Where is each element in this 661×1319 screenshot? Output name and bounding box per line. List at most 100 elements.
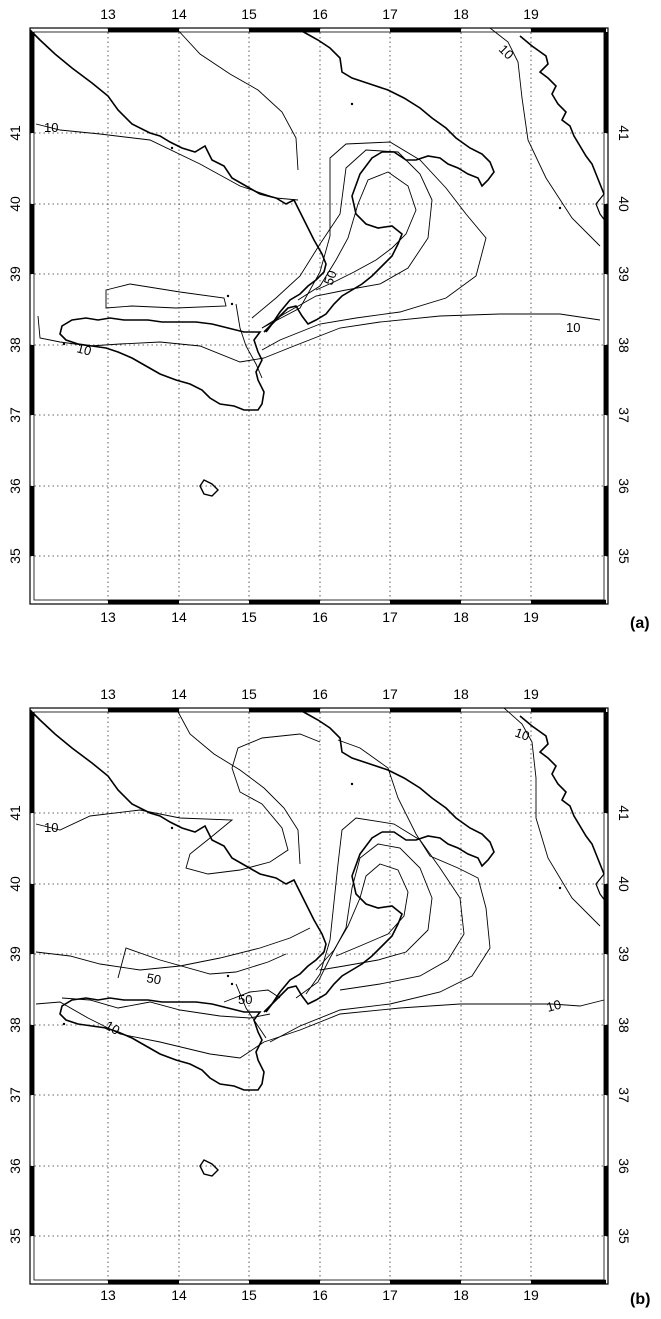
contour-10-south: [263, 999, 605, 1043]
lon-label: 13: [100, 6, 116, 22]
graticule: [29, 27, 609, 605]
lon-label: 13: [100, 609, 116, 625]
lat-label: 36: [616, 1158, 632, 1174]
contour-50-outer: [261, 141, 487, 351]
contour-10-south: [263, 313, 601, 359]
lat-label: 37: [616, 407, 632, 423]
contour-label-50: 50: [321, 268, 340, 287]
lon-labels-top: 13 14 15 16 17 18 19: [100, 686, 539, 702]
contour-10-ne: [503, 707, 601, 927]
panel-a: 10 10 10 10 50 13 14 15 16 17 18 19 13 1…: [7, 6, 650, 632]
contour-label-50-c: 50: [238, 992, 252, 1007]
lon-label: 13: [100, 686, 116, 702]
contour-50-center: [223, 989, 281, 1003]
lon-label: 17: [382, 609, 398, 625]
lat-label: 35: [7, 548, 23, 564]
lon-label: 18: [453, 6, 469, 22]
lat-label: 40: [616, 876, 632, 892]
contour-50-mid: [251, 149, 433, 329]
lat-labels-left: 41 40 39 38 37 36 35: [7, 125, 23, 564]
lat-label: 39: [7, 266, 23, 282]
lon-label: 15: [241, 609, 257, 625]
coastline: [29, 29, 607, 497]
lon-label: 17: [382, 686, 398, 702]
map-frame: [30, 708, 608, 1284]
lon-labels-top: 13 14 15 16 17 18 19: [100, 6, 539, 22]
contour-10-sicily: [37, 315, 265, 363]
contour-label-10-ne: 10: [513, 725, 532, 744]
lat-labels-right: 41 40 39 38 37 36 35: [616, 805, 632, 1244]
contour-labels: 10 10 10 10 50: [44, 42, 580, 359]
contour-lines: [35, 27, 601, 379]
lat-label: 40: [7, 196, 23, 212]
contour-10-sicily: [35, 1001, 265, 1059]
contour-sicily-strip: [117, 947, 287, 979]
contour-10-peninsula: [175, 707, 301, 865]
lat-label: 39: [7, 946, 23, 962]
lat-label: 41: [7, 125, 23, 141]
lon-label: 14: [171, 609, 187, 625]
lon-label: 18: [453, 609, 469, 625]
contour-10-ne: [489, 27, 601, 247]
panel-b: 10 10 10 10 50 50 13 14 15 16 17 18 19 1…: [7, 686, 650, 1308]
lon-label: 16: [312, 6, 328, 22]
contour-10-west: [35, 123, 299, 201]
lon-label: 17: [382, 1287, 398, 1303]
contour-50-inner: [297, 171, 417, 301]
lon-label: 16: [312, 1287, 328, 1303]
lat-label: 40: [7, 876, 23, 892]
lon-label: 18: [453, 686, 469, 702]
panel-label-a: (a): [630, 615, 650, 632]
contour-label-10-sw: 10: [75, 340, 93, 358]
lat-label: 38: [616, 337, 632, 353]
graticule: [29, 707, 609, 1285]
lon-label: 17: [382, 6, 398, 22]
contour-label-10-nw: 10: [44, 820, 58, 835]
lon-label: 14: [171, 6, 187, 22]
lat-label: 40: [616, 196, 632, 212]
lat-label: 36: [7, 478, 23, 494]
lon-label: 19: [523, 1287, 539, 1303]
contour-label-10-sw: 10: [103, 1018, 123, 1038]
panel-label-b: (b): [630, 1291, 650, 1308]
lat-label: 39: [616, 266, 632, 282]
lat-label: 41: [7, 805, 23, 821]
contour-sicily-strip: [105, 283, 227, 309]
lon-label: 15: [241, 6, 257, 22]
lon-label: 15: [241, 1287, 257, 1303]
lat-label: 35: [616, 548, 632, 564]
lat-label: 39: [616, 946, 632, 962]
contour-label-10-ne: 10: [496, 42, 517, 63]
lon-label: 16: [312, 609, 328, 625]
contour-labels: 10 10 10 10 50 50: [44, 725, 563, 1038]
contour-sicily-east: [235, 303, 263, 379]
lat-label: 35: [7, 1228, 23, 1244]
lon-label: 14: [171, 686, 187, 702]
lon-label: 19: [523, 6, 539, 22]
lat-label: 35: [616, 1228, 632, 1244]
contour-50-inner: [315, 863, 409, 971]
lon-label: 14: [171, 1287, 187, 1303]
lat-label: 36: [7, 1158, 23, 1174]
lon-label: 19: [523, 686, 539, 702]
lat-label: 41: [616, 125, 632, 141]
contour-label-10-nw: 10: [44, 120, 58, 135]
lon-labels-bottom: 13 14 15 16 17 18 19: [100, 609, 539, 625]
lon-label: 16: [312, 686, 328, 702]
contour-label-10-e: 10: [545, 997, 563, 1015]
contour-label-50-w: 50: [145, 970, 162, 987]
lat-label: 38: [616, 1017, 632, 1033]
lat-label: 36: [616, 478, 632, 494]
lon-label: 19: [523, 609, 539, 625]
lon-label: 15: [241, 686, 257, 702]
lon-labels-bottom: 13 14 15 16 17 18 19: [100, 1287, 539, 1303]
contour-lines: [35, 707, 605, 1059]
contour-50-outer: [305, 817, 465, 995]
map-frame: [30, 28, 608, 604]
lat-labels-right: 41 40 39 38 37 36 35: [616, 125, 632, 564]
contour-sicily-mid: [61, 997, 271, 1019]
contour-label-10-e: 10: [566, 320, 580, 335]
contour-10-peninsula: [175, 27, 299, 171]
lat-label: 38: [7, 1017, 23, 1033]
